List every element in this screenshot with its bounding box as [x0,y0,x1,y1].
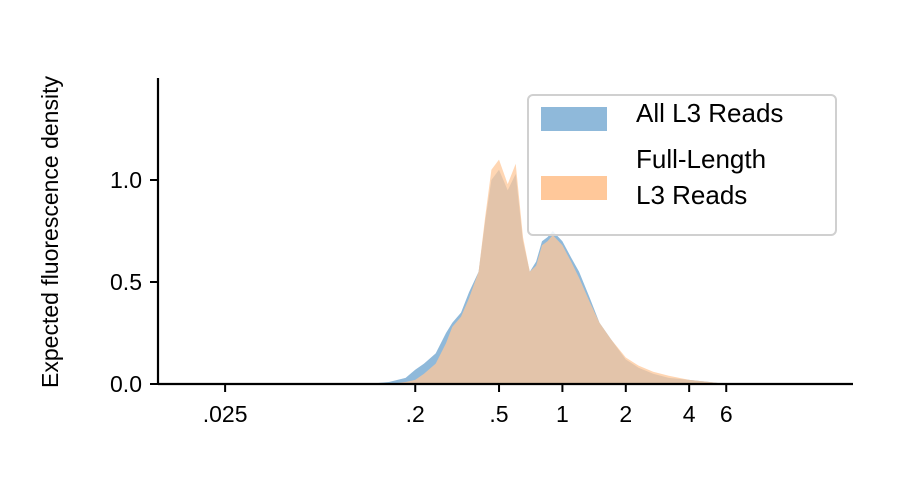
y-tick-label: 1.0 [110,167,142,193]
x-tick-label: .2 [406,401,425,427]
x-tick-label: .025 [203,401,248,427]
axes: .025 .2 .5 1 2 4 6 0.0 0.5 1.0 [110,78,853,427]
x-tick-label: 2 [619,401,632,427]
y-tick-label: 0.5 [110,269,142,295]
legend-label-2: Full-Length L3 Reads [636,144,766,210]
legend-label-1: All L3 Reads [636,98,783,128]
plot-area [368,159,727,384]
legend-swatch-2 [541,176,607,200]
series-area-2 [368,159,727,384]
y-axis-label: Expected fluorescence density [37,76,63,388]
x-tick-label: .5 [489,401,508,427]
y-tick-label: 0.0 [110,371,142,397]
x-tick-label: 1 [556,401,569,427]
x-tick-label: 4 [683,401,696,427]
legend: All L3 Reads Full-Length L3 Reads [527,94,837,236]
x-tick-label: 6 [720,401,733,427]
legend-swatch-1 [541,107,607,131]
